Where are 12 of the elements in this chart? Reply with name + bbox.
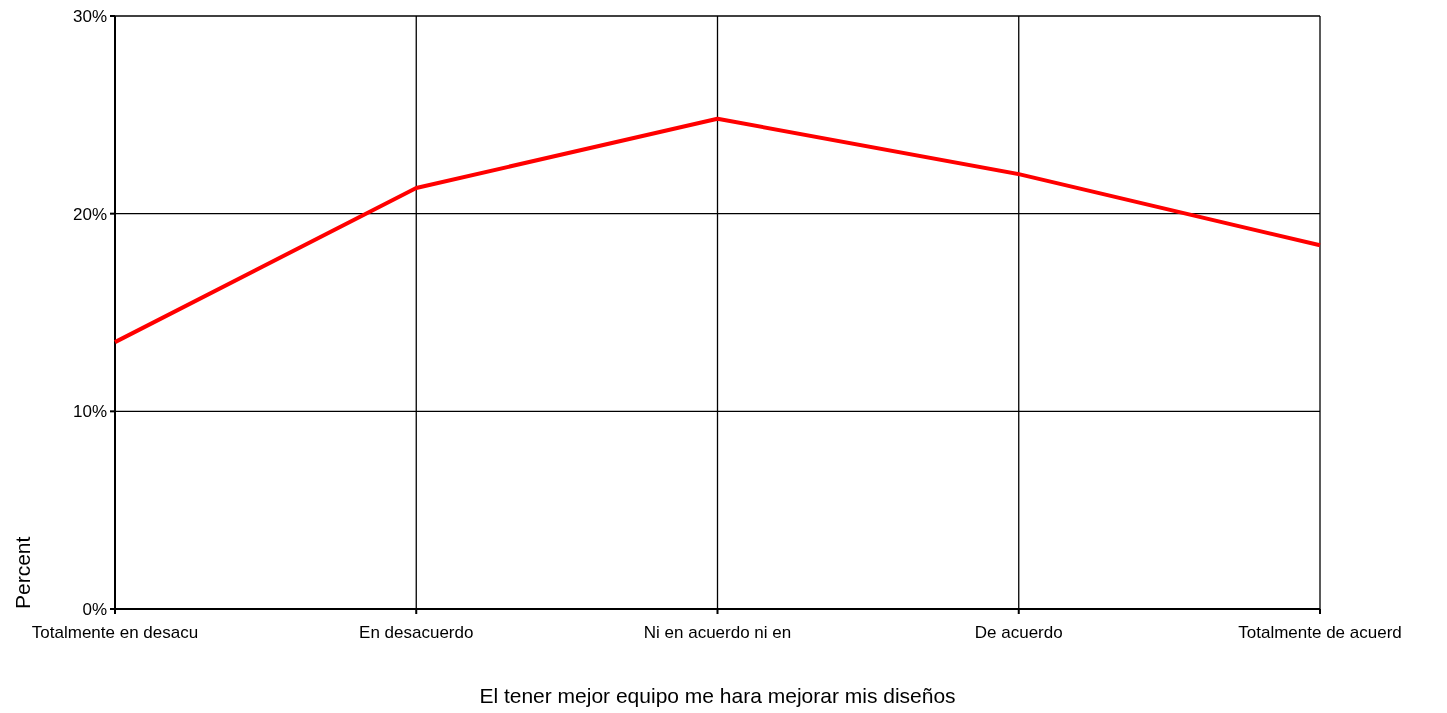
y-tick-label: 0% bbox=[82, 599, 107, 619]
y-tick-label: 30% bbox=[72, 6, 107, 26]
x-tick-label: Totalmente de acuerd bbox=[1238, 623, 1402, 642]
x-tick-label: En desacuerdo bbox=[359, 623, 474, 642]
y-tick-label: 10% bbox=[72, 402, 107, 422]
x-tick-label: De acuerdo bbox=[974, 623, 1063, 642]
x-tick-label: Totalmente en desacu bbox=[31, 623, 199, 642]
line-series bbox=[113, 116, 1322, 345]
x-axis-title: El tener mejor equipo me hara mejorar mis diseños bbox=[479, 684, 956, 707]
y-tick-label: 20% bbox=[72, 204, 107, 224]
y-axis-title: Percent bbox=[11, 536, 34, 609]
x-tick-label: Ni en acuerdo ni en bbox=[643, 623, 792, 642]
